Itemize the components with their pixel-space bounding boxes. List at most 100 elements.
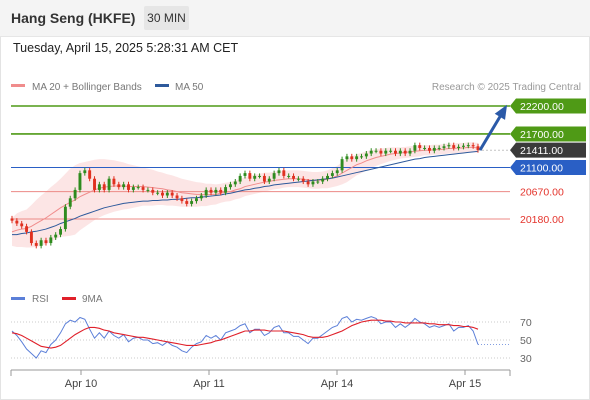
candle-body (199, 195, 203, 199)
candle-body (418, 145, 422, 148)
candle-body (180, 198, 184, 202)
candle-body (413, 145, 417, 151)
candle-body (442, 146, 446, 148)
candle-body (335, 170, 339, 174)
time-axis: Apr 10 Apr 11 Apr 14 Apr 15 (10, 369, 511, 390)
rsi-tick-label: 70 (520, 317, 532, 329)
candle-body (340, 159, 344, 171)
candle-body (83, 170, 87, 174)
candle-body (151, 189, 155, 193)
candle-body (175, 195, 179, 199)
candle-body (20, 223, 24, 227)
candle-body (326, 175, 329, 179)
candle-body (127, 184, 130, 190)
rsi-ma-line (11, 319, 479, 349)
candle-body (384, 150, 388, 154)
ma9-swatch (62, 297, 76, 300)
candle-body (403, 150, 407, 154)
candle-body (316, 181, 320, 183)
ma50-swatch (155, 84, 169, 87)
x-tick-label: Apr 11 (193, 378, 225, 390)
candle-body (73, 189, 77, 199)
candle-body (156, 192, 160, 194)
candle-body (165, 192, 169, 196)
title-bar: Hang Seng (HKFE) 30 MIN (0, 0, 590, 37)
candle-body (253, 175, 257, 179)
candle-body (161, 192, 164, 196)
candle-body (131, 187, 135, 190)
rsi-swatch (11, 297, 25, 300)
candle-body (214, 189, 218, 193)
candle-body (432, 147, 436, 151)
candle-body (437, 147, 441, 149)
candle-body (389, 150, 393, 152)
rsi-legend-label: RSI (32, 294, 49, 305)
candle-body (88, 170, 92, 179)
candle-body (25, 226, 29, 232)
candle-body (374, 150, 378, 152)
candle-body (49, 237, 53, 244)
candle-body (209, 189, 213, 193)
candle-body (233, 181, 237, 185)
price-badge-label: 21700.00 (520, 129, 564, 141)
rsi-tick-label: 50 (520, 335, 532, 347)
forecast-arrow-head (494, 104, 508, 120)
candle-body (408, 150, 412, 154)
candle-body (277, 170, 281, 174)
bollinger-swatch (11, 84, 25, 87)
candle-body (78, 173, 82, 190)
candle-body (54, 234, 58, 238)
timestamp: Tuesday, April 15, 2025 5:28:31 AM CET (13, 41, 239, 55)
candle-body (476, 146, 480, 151)
candle-body (93, 178, 96, 190)
candle-body (296, 178, 300, 180)
candle-body (204, 189, 208, 196)
candle-body (272, 173, 276, 179)
price-badge-bg (510, 142, 586, 158)
candle-body (136, 187, 140, 189)
candle-body (102, 184, 106, 190)
level-lines-layer (11, 105, 510, 220)
candle-body (292, 175, 295, 179)
candle-body (248, 173, 252, 179)
candle-body (461, 145, 465, 147)
price-badge-label: 20670.00 (520, 187, 564, 199)
ma50-line (12, 150, 479, 236)
candle-body (112, 178, 116, 185)
candle-body (282, 170, 286, 176)
ma50-legend-label: MA 50 (175, 82, 204, 93)
bollinger-legend-label: MA 20 + Bollinger Bands (32, 82, 142, 93)
bollinger-band (12, 142, 478, 248)
candle-body (287, 175, 291, 177)
candle-body (146, 189, 150, 191)
price-badge-label: 21100.00 (520, 163, 563, 175)
candle-body (457, 146, 461, 148)
indicator-legend: RSI 9MA (11, 294, 103, 305)
price-badge-label: 22200.00 (520, 101, 564, 113)
candle-body (10, 218, 14, 221)
candle-body (107, 178, 111, 190)
rsi-panel: 70 50 30 (11, 316, 532, 365)
candle-body (258, 175, 262, 177)
candle-body (228, 184, 232, 188)
candles-layer (10, 142, 480, 249)
candle-body (364, 153, 368, 157)
timeframe-badge[interactable]: 30 MIN (144, 6, 189, 30)
price-badge-bg (510, 98, 586, 114)
candle-body (195, 198, 198, 202)
candle-body (122, 184, 126, 188)
credit-text: Research © 2025 Trading Central (432, 82, 581, 93)
candle-body (141, 187, 145, 190)
candle-body (170, 192, 174, 196)
candle-body (306, 181, 310, 185)
candle-body (394, 150, 397, 154)
candle-body (355, 156, 359, 160)
candle-body (63, 206, 67, 230)
rsi-tick-label: 30 (520, 353, 532, 365)
candle-body (219, 189, 223, 193)
x-tick-label: Apr 14 (321, 378, 353, 390)
ma9-legend-label: 9MA (82, 294, 103, 305)
candle-body (311, 181, 315, 185)
candle-body (224, 187, 228, 193)
candle-body (44, 240, 48, 244)
